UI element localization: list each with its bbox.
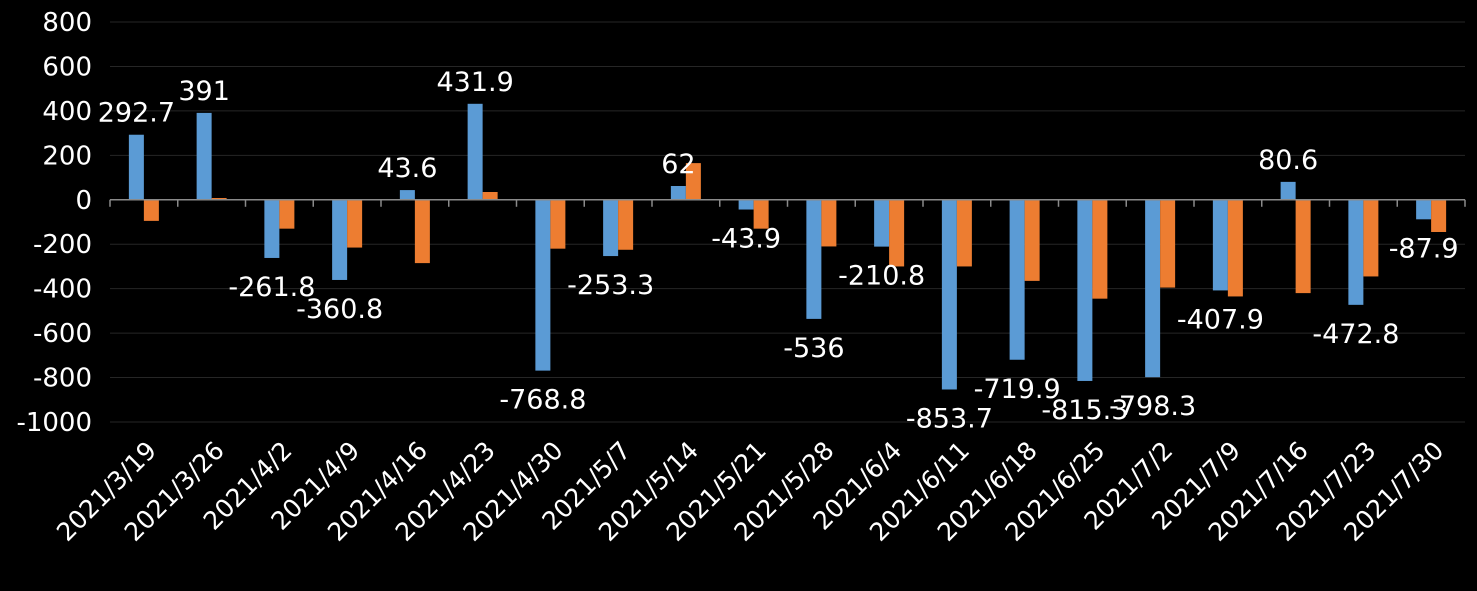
y-tick-label: -800 <box>33 364 92 394</box>
bar-series1 <box>874 199 890 247</box>
bar-series2 <box>1160 199 1176 288</box>
bar-series1 <box>332 199 348 280</box>
bar-series1 <box>1077 199 1093 381</box>
data-label: -360.8 <box>296 294 383 325</box>
bar-series2 <box>1363 199 1379 277</box>
bar-series2 <box>618 199 634 250</box>
bar-series2 <box>753 199 769 229</box>
bar-series2 <box>821 199 837 247</box>
bar-series1 <box>1212 199 1228 291</box>
bar-series1 <box>1009 199 1025 360</box>
y-tick-label: 200 <box>42 141 92 171</box>
bar-series2 <box>1227 199 1243 297</box>
data-label: -210.8 <box>838 261 925 292</box>
data-label: 43.6 <box>377 153 437 184</box>
bar-series1 <box>399 190 415 200</box>
bar-series1 <box>738 199 754 210</box>
data-label: 80.6 <box>1258 145 1318 176</box>
data-label: -43.9 <box>711 224 781 255</box>
data-label: -536 <box>783 333 844 364</box>
bar-series2 <box>550 199 566 249</box>
y-tick-label: 0 <box>75 186 92 216</box>
bar-series1 <box>1145 199 1161 378</box>
bar-series2 <box>211 198 227 200</box>
y-tick-label: -200 <box>33 230 92 260</box>
y-tick-label: 800 <box>42 8 92 38</box>
bar-series1 <box>535 199 551 371</box>
data-label: -815.3 <box>1041 395 1128 426</box>
data-label: 292.7 <box>98 98 175 129</box>
bar-series2 <box>482 192 498 200</box>
data-label: -253.3 <box>567 270 654 301</box>
data-label: -407.9 <box>1177 304 1264 335</box>
y-tick-label: -600 <box>33 319 92 349</box>
bar-series2 <box>347 199 363 248</box>
bar-series1 <box>941 199 957 390</box>
bar-series1 <box>196 112 212 200</box>
y-tick-label: -1000 <box>16 408 92 438</box>
bar-series1 <box>806 199 822 319</box>
bar-series1 <box>1280 181 1296 200</box>
data-label: -853.7 <box>906 403 993 434</box>
bar-series1 <box>1348 199 1364 305</box>
bar-series2 <box>1295 199 1311 294</box>
bar-series1 <box>1416 199 1432 220</box>
bar-series2 <box>414 199 430 264</box>
gridlines <box>110 21 1465 423</box>
data-label: -87.9 <box>1389 233 1459 264</box>
data-label: -472.8 <box>1312 319 1399 350</box>
y-tick-label: 600 <box>42 52 92 82</box>
bar-series1 <box>467 103 483 200</box>
data-label: 391 <box>178 76 230 107</box>
data-label: -768.8 <box>499 385 586 416</box>
bar-series1 <box>670 186 686 200</box>
bar-series2 <box>1092 199 1108 299</box>
bar-series1 <box>603 199 619 257</box>
bar-series2 <box>685 163 701 200</box>
bar-series2 <box>1431 199 1447 232</box>
bars <box>128 103 1447 390</box>
bar-series2 <box>1024 199 1040 281</box>
bar-series2 <box>279 199 295 229</box>
y-axis-tick-labels: 800 600 400 200 0 -200 -400 -600 -800 -1000 <box>16 8 92 438</box>
x-axis-tick-marks <box>109 199 1466 207</box>
bar-series2 <box>956 199 972 267</box>
data-label: -719.9 <box>974 374 1061 405</box>
y-tick-label: 400 <box>42 97 92 127</box>
bar-series1 <box>264 199 280 258</box>
data-label: 431.9 <box>436 67 513 98</box>
data-label: -798.3 <box>1109 391 1196 422</box>
bar-series2 <box>143 199 159 221</box>
y-tick-label: -400 <box>33 275 92 305</box>
bar-series1 <box>128 134 144 200</box>
data-label: 62 <box>661 149 695 180</box>
bar-series2 <box>889 199 905 267</box>
data-label: -261.8 <box>228 272 315 303</box>
